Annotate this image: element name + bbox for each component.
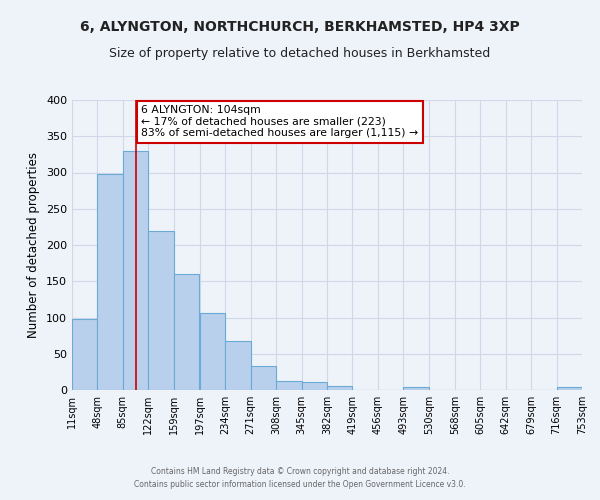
Bar <box>174 274 199 390</box>
Bar <box>557 387 582 390</box>
Text: Size of property relative to detached houses in Berkhamsted: Size of property relative to detached ho… <box>109 48 491 60</box>
Bar <box>200 313 225 390</box>
Bar <box>302 382 327 390</box>
Text: Contains HM Land Registry data © Crown copyright and database right 2024.: Contains HM Land Registry data © Crown c… <box>151 467 449 476</box>
Bar <box>225 340 251 390</box>
Bar <box>123 151 148 390</box>
Bar <box>97 174 123 390</box>
Text: 6, ALYNGTON, NORTHCHURCH, BERKHAMSTED, HP4 3XP: 6, ALYNGTON, NORTHCHURCH, BERKHAMSTED, H… <box>80 20 520 34</box>
Text: 6 ALYNGTON: 104sqm
← 17% of detached houses are smaller (223)
83% of semi-detach: 6 ALYNGTON: 104sqm ← 17% of detached hou… <box>142 105 419 138</box>
Bar <box>251 366 276 390</box>
Bar <box>148 231 174 390</box>
Bar <box>403 387 429 390</box>
Y-axis label: Number of detached properties: Number of detached properties <box>28 152 40 338</box>
Bar <box>72 319 97 390</box>
Bar <box>276 380 302 390</box>
Text: Contains public sector information licensed under the Open Government Licence v3: Contains public sector information licen… <box>134 480 466 489</box>
Bar <box>327 386 352 390</box>
